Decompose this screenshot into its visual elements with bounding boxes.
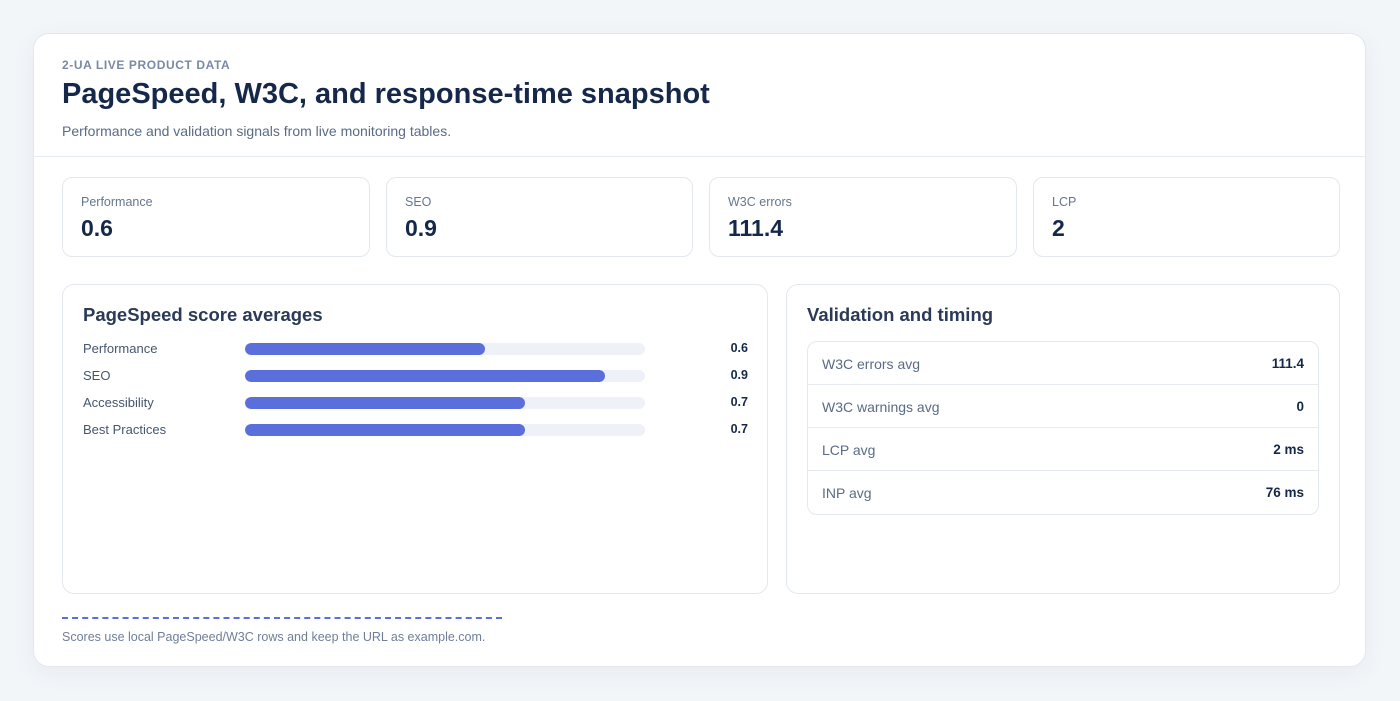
page-title: PageSpeed, W3C, and response-time snapsh… <box>62 78 710 110</box>
row-value: 2 ms <box>1273 442 1304 457</box>
score-bar-row-performance: Performance 0.6 <box>83 339 748 359</box>
row-label: W3C errors avg <box>822 356 921 372</box>
table-row: INP avg 76 ms <box>808 471 1318 514</box>
validation-table: W3C errors avg 111.4 W3C warnings avg 0 … <box>807 341 1319 515</box>
score-bar-value: 0.7 <box>730 422 748 436</box>
score-bar-label: Performance <box>83 341 158 356</box>
score-bar-value: 0.9 <box>730 368 748 382</box>
kpi-card-performance: Performance 0.6 <box>62 177 370 257</box>
validation-panel: Validation and timing W3C errors avg 111… <box>786 284 1340 594</box>
dashboard-card: 2-UA LIVE PRODUCT DATA PageSpeed, W3C, a… <box>33 33 1366 667</box>
score-bar-fill <box>245 424 525 436</box>
footnote: Scores use local PageSpeed/W3C rows and … <box>62 630 486 644</box>
kpi-label: Performance <box>81 195 153 209</box>
kpi-label: W3C errors <box>728 195 792 209</box>
row-value: 111.4 <box>1271 356 1304 371</box>
kpi-card-w3c-errors: W3C errors 111.4 <box>709 177 1017 257</box>
table-row: LCP avg 2 ms <box>808 428 1318 471</box>
pagespeed-panel-title: PageSpeed score averages <box>83 304 323 325</box>
score-bar-fill <box>245 370 605 382</box>
card-header: 2-UA LIVE PRODUCT DATA PageSpeed, W3C, a… <box>34 34 1365 157</box>
score-bar-track <box>245 370 645 382</box>
row-label: LCP avg <box>822 442 876 458</box>
kpi-value: 0.6 <box>81 215 113 241</box>
row-label: INP avg <box>822 485 872 501</box>
kpi-value: 0.9 <box>405 215 437 241</box>
pagespeed-panel: PageSpeed score averages Performance 0.6… <box>62 284 768 594</box>
kpi-label: SEO <box>405 195 432 209</box>
kpi-card-seo: SEO 0.9 <box>386 177 693 257</box>
score-bar-row-seo: SEO 0.9 <box>83 366 748 386</box>
eyebrow-label: 2-UA LIVE PRODUCT DATA <box>62 58 231 72</box>
table-row: W3C warnings avg 0 <box>808 385 1318 428</box>
row-value: 0 <box>1296 399 1304 414</box>
score-bar-label: Best Practices <box>83 422 167 437</box>
score-bar-label: SEO <box>83 368 111 383</box>
score-bar-value: 0.7 <box>730 395 748 409</box>
kpi-card-lcp: LCP 2 <box>1033 177 1340 257</box>
score-bar-fill <box>245 343 485 355</box>
table-row: W3C errors avg 111.4 <box>808 342 1318 385</box>
row-value: 76 ms <box>1265 485 1304 500</box>
score-bar-track <box>245 424 645 436</box>
kpi-label: LCP <box>1052 195 1077 209</box>
score-bar-track <box>245 397 645 409</box>
row-label: W3C warnings avg <box>822 399 940 415</box>
score-bar-value: 0.6 <box>730 341 748 355</box>
score-bar-row-accessibility: Accessibility 0.7 <box>83 393 748 413</box>
score-bar-fill <box>245 397 525 409</box>
kpi-value: 2 <box>1052 215 1065 241</box>
page-subtitle: Performance and validation signals from … <box>62 123 452 139</box>
dashed-divider <box>62 617 502 619</box>
score-bar-label: Accessibility <box>83 395 154 410</box>
validation-panel-title: Validation and timing <box>807 304 994 325</box>
kpi-value: 111.4 <box>728 215 784 241</box>
score-bar-row-best-practices: Best Practices 0.7 <box>83 420 748 440</box>
score-bar-track <box>245 343 645 355</box>
